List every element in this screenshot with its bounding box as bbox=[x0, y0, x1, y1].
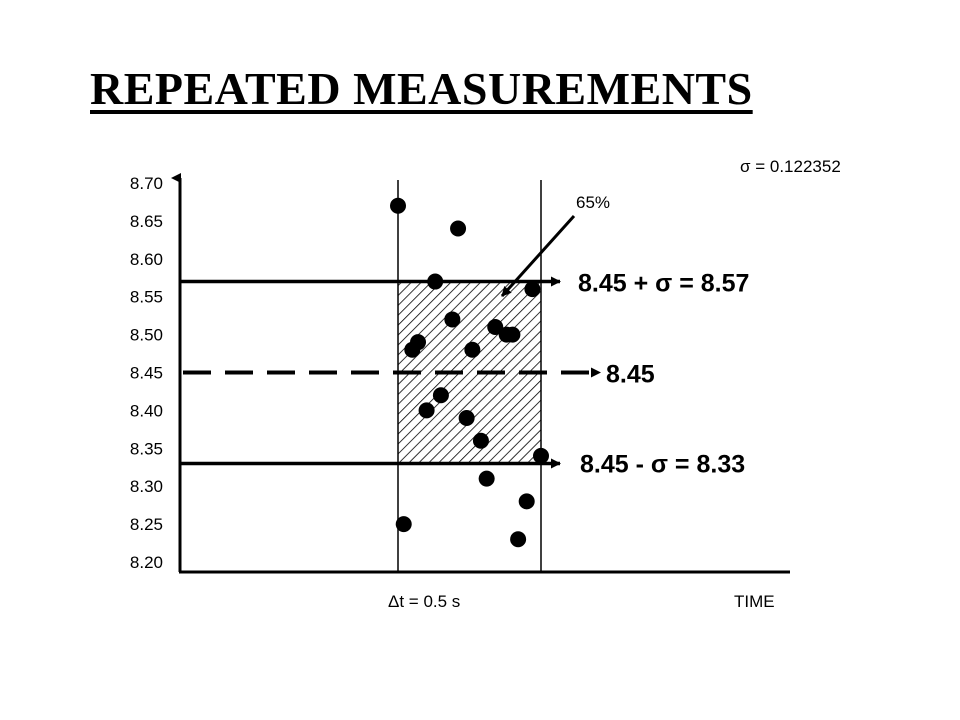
percent-pointer-arrow bbox=[500, 214, 576, 298]
y-tick-label: 8.60 bbox=[130, 250, 163, 269]
data-point bbox=[533, 447, 549, 464]
y-tick-label: 8.20 bbox=[130, 553, 163, 572]
sigma-band bbox=[398, 281, 541, 464]
percent-label: 65% bbox=[576, 193, 610, 212]
y-tick-label: 8.30 bbox=[130, 477, 163, 496]
data-point bbox=[472, 432, 489, 449]
data-point bbox=[510, 531, 527, 548]
data-point bbox=[498, 326, 515, 343]
data-point bbox=[458, 409, 475, 426]
data-point bbox=[390, 197, 406, 214]
mean-line-label: 8.45 bbox=[606, 361, 655, 389]
data-point bbox=[444, 311, 461, 328]
y-tick-label: 8.40 bbox=[130, 401, 163, 420]
data-point bbox=[518, 493, 535, 510]
interval-label: Δt = 0.5 s bbox=[388, 592, 460, 611]
slide-title: REPEATED MEASUREMENTS bbox=[90, 63, 753, 114]
lower-line-label: 8.45 - σ = 8.33 bbox=[580, 450, 745, 478]
y-tick-label: 8.45 bbox=[130, 364, 163, 383]
y-tick-label: 8.50 bbox=[130, 326, 163, 345]
y-tick-label: 8.25 bbox=[130, 515, 163, 534]
data-point bbox=[524, 281, 541, 298]
data-point bbox=[404, 341, 421, 358]
data-point bbox=[450, 220, 467, 237]
data-point bbox=[478, 470, 495, 487]
data-point bbox=[418, 402, 435, 419]
y-tick-label: 8.35 bbox=[130, 439, 163, 458]
data-point bbox=[487, 319, 504, 336]
y-tick-labels: 8.70 8.65 8.60 8.55 8.50 8.45 8.40 8.35 8.30 8.25… bbox=[130, 174, 163, 572]
y-tick-label: 8.55 bbox=[130, 288, 163, 307]
data-point bbox=[432, 387, 449, 404]
y-tick-label: 8.65 bbox=[130, 212, 163, 231]
data-point bbox=[395, 516, 412, 533]
data-point bbox=[427, 273, 444, 290]
y-tick-label: 8.70 bbox=[130, 174, 163, 193]
sigma-value-label: σ = 0.122352 bbox=[740, 157, 841, 176]
x-axis-label: TIME bbox=[734, 592, 775, 611]
data-point bbox=[464, 341, 481, 358]
upper-line-label: 8.45 + σ = 8.57 bbox=[578, 270, 749, 298]
data-points bbox=[390, 197, 549, 548]
